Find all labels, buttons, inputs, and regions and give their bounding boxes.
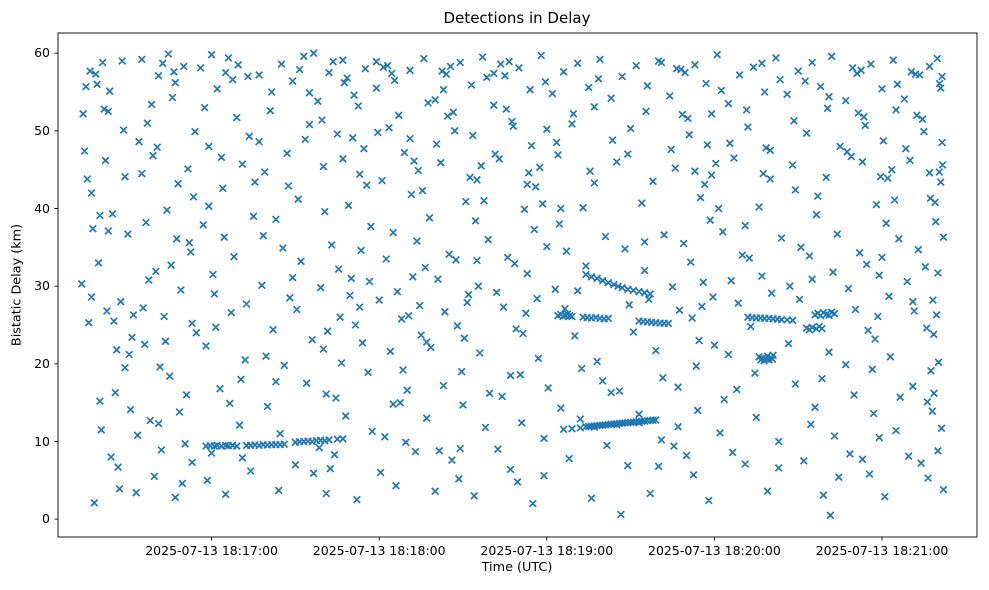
- y-tick-label: 30: [34, 278, 50, 294]
- axes-border: [57, 32, 978, 538]
- x-tick-label: 2025-07-13 18:21:00: [815, 543, 949, 558]
- y-tick-label: 40: [34, 200, 50, 216]
- plot-title: Detections in Delay: [443, 9, 591, 27]
- x-axis-label: Time (UTC): [481, 560, 553, 575]
- x-tick-label: 2025-07-13 18:18:00: [312, 543, 446, 558]
- x-tick-label: 2025-07-13 18:17:00: [145, 543, 278, 558]
- x-tick-label: 2025-07-13 18:19:00: [480, 543, 614, 558]
- y-tick-label: 50: [34, 122, 50, 138]
- x-tick-label: 2025-07-13 18:20:00: [648, 543, 781, 558]
- tick-marks: [54, 52, 883, 541]
- y-tick-label: 10: [34, 433, 50, 449]
- y-tick-label: 0: [42, 511, 50, 527]
- y-tick-label: 60: [34, 45, 50, 61]
- y-tick-label: 20: [34, 355, 50, 371]
- scatter-points: [77, 49, 948, 520]
